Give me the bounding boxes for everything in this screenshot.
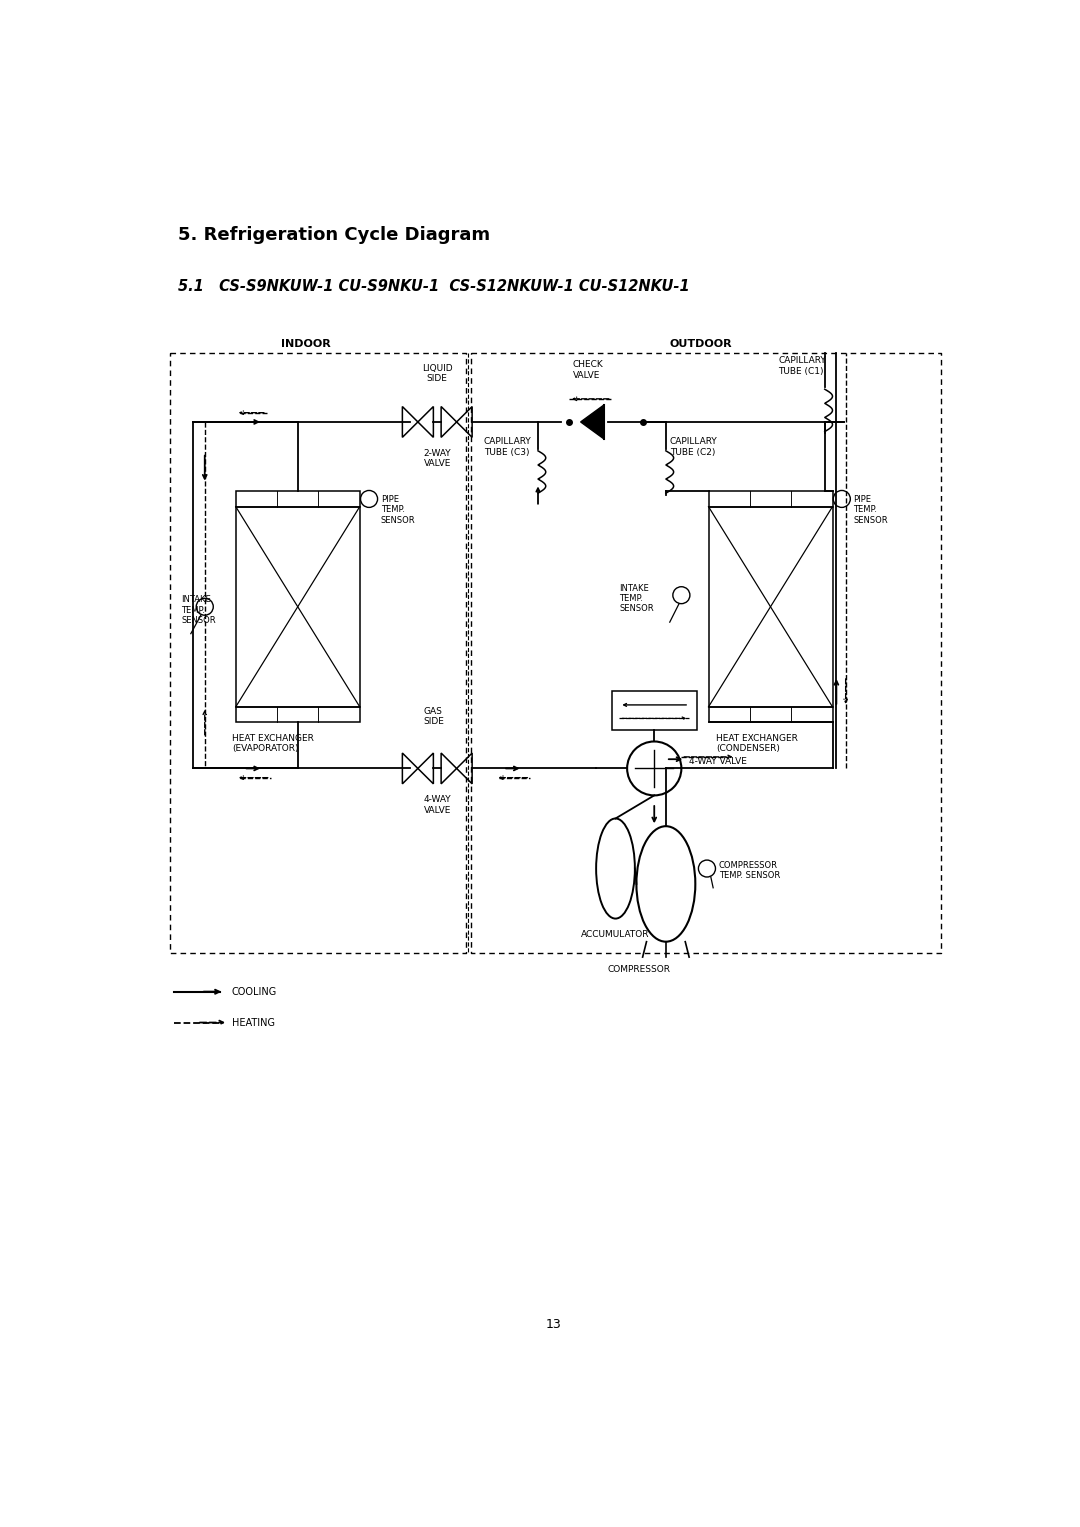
Text: HEATING: HEATING [232, 1017, 275, 1028]
Text: CAPILLARY
TUBE (C3): CAPILLARY TUBE (C3) [484, 437, 531, 457]
Text: CAPILLARY
TUBE (C2): CAPILLARY TUBE (C2) [670, 437, 717, 457]
Text: CHECK
VALVE: CHECK VALVE [572, 360, 604, 380]
Text: 2-WAY
VALVE: 2-WAY VALVE [423, 449, 451, 469]
Text: INDOOR: INDOOR [281, 339, 330, 348]
Text: COOLING: COOLING [232, 986, 278, 997]
Text: 4-WAY VALVE: 4-WAY VALVE [689, 757, 747, 767]
Text: INTAKE
TEMP.
SENSOR: INTAKE TEMP. SENSOR [181, 596, 216, 625]
Text: 4-WAY
VALVE: 4-WAY VALVE [423, 796, 451, 815]
Polygon shape [581, 405, 604, 438]
Text: OUTDOOR: OUTDOOR [670, 339, 732, 348]
Text: INTAKE
TEMP.
SENSOR: INTAKE TEMP. SENSOR [619, 583, 654, 614]
Text: ACCUMULATOR: ACCUMULATOR [581, 930, 650, 939]
Text: GAS
SIDE: GAS SIDE [423, 707, 444, 727]
Text: 5. Refrigeration Cycle Diagram: 5. Refrigeration Cycle Diagram [177, 226, 489, 244]
Text: LIQUID
SIDE: LIQUID SIDE [422, 363, 453, 383]
Text: 13: 13 [545, 1318, 562, 1330]
Text: HEAT EXCHANGER
(EVAPORATOR): HEAT EXCHANGER (EVAPORATOR) [232, 734, 314, 753]
Text: 5.1   CS-S9NKUW-1 CU-S9NKU-1  CS-S12NKUW-1 CU-S12NKU-1: 5.1 CS-S9NKUW-1 CU-S9NKU-1 CS-S12NKUW-1 … [177, 279, 689, 295]
Text: COMPRESSOR: COMPRESSOR [607, 965, 671, 974]
Text: PIPE
TEMP.
SENSOR: PIPE TEMP. SENSOR [853, 495, 888, 525]
Text: COMPRESSOR
TEMP. SENSOR: COMPRESSOR TEMP. SENSOR [718, 861, 780, 880]
Text: CAPILLARY
TUBE (C1): CAPILLARY TUBE (C1) [779, 356, 826, 376]
Text: HEAT EXCHANGER
(CONDENSER): HEAT EXCHANGER (CONDENSER) [716, 734, 798, 753]
Text: PIPE
TEMP.
SENSOR: PIPE TEMP. SENSOR [380, 495, 416, 525]
